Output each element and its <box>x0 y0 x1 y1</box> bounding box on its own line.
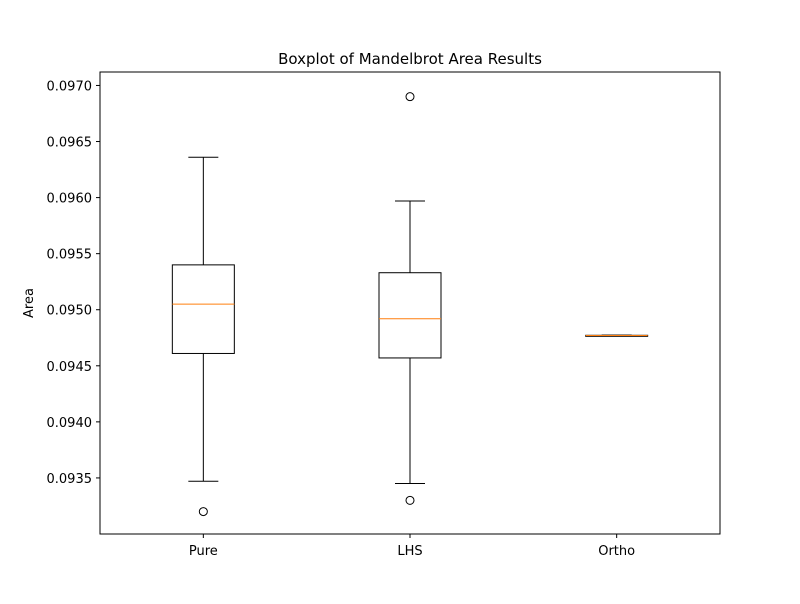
outlier-lhs <box>405 495 415 505</box>
outlier-lhs <box>405 92 415 102</box>
x-tick-label: Ortho <box>598 544 635 559</box>
y-tick-label: 0.0960 <box>47 192 93 207</box>
box-lhs <box>378 272 442 359</box>
plot-area: 0.0935 0.0940 0.0945 0.0950 0.0955 0.0960 0.09… <box>47 79 649 559</box>
y-tick-label: 0.0945 <box>47 360 93 375</box>
x-tick-label: LHS <box>397 544 422 559</box>
y-tick-label: 0.0950 <box>47 304 93 319</box>
y-tick-label: 0.0955 <box>47 248 93 263</box>
y-axis-label: Area <box>22 288 37 318</box>
y-tick-label: 0.0935 <box>47 472 93 487</box>
axes-frame <box>99 71 721 535</box>
box-pure <box>171 264 235 354</box>
outlier-pure <box>198 507 208 517</box>
y-tick-label: 0.0965 <box>47 136 93 151</box>
chart-title: Boxplot of Mandelbrot Area Results <box>278 50 542 68</box>
x-tick-label: Pure <box>189 544 218 559</box>
y-tick-label: 0.0940 <box>47 416 93 431</box>
y-tick-label: 0.0970 <box>47 79 93 94</box>
